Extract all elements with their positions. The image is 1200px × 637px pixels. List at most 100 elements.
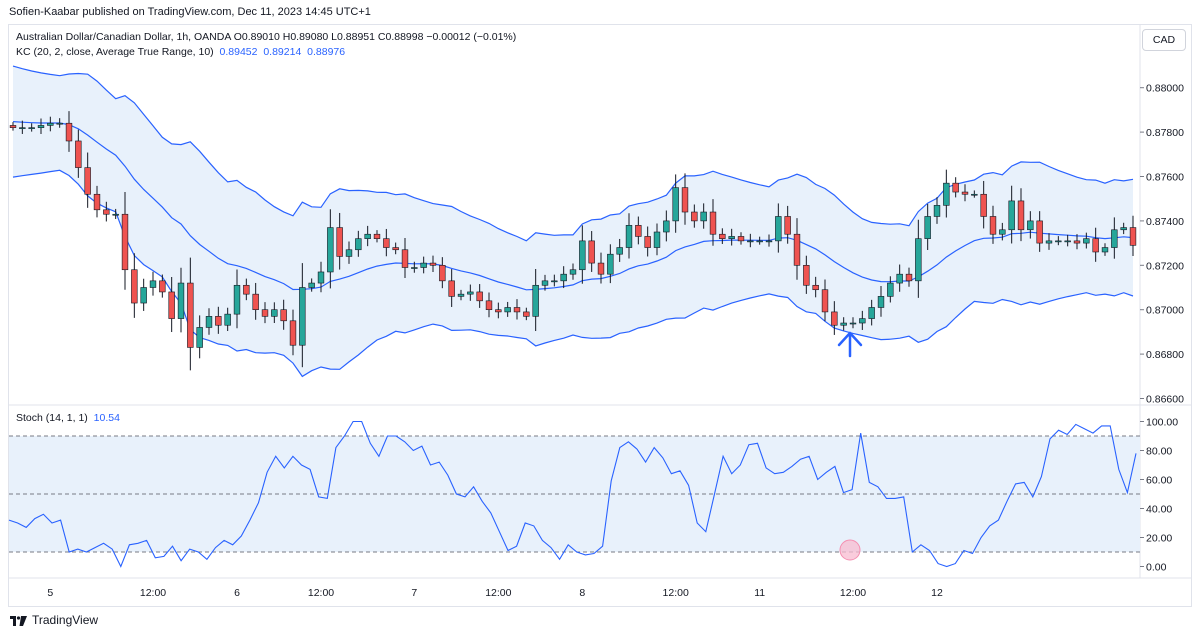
candle [840, 317, 847, 331]
currency-button[interactable]: CAD [1142, 29, 1186, 51]
candle [719, 228, 726, 244]
candle-body [271, 309, 278, 317]
kc-middle-value: 0.89214 [263, 46, 302, 58]
candle-body [355, 238, 362, 251]
candle [336, 212, 343, 270]
candle-body [504, 307, 511, 313]
candle-body [75, 140, 82, 168]
candle [1055, 236, 1062, 246]
candle [887, 276, 894, 303]
candle-body [625, 225, 633, 248]
price-tick-label: 0.87400 [1146, 216, 1184, 228]
price-tick-label: 0.86600 [1146, 394, 1184, 406]
candle [877, 286, 885, 317]
candle [1083, 232, 1090, 249]
candle [765, 234, 773, 247]
candle-body [681, 187, 689, 213]
candle-body [159, 280, 166, 293]
candle [364, 225, 371, 247]
candle-body [989, 216, 997, 235]
candle-body [47, 122, 54, 126]
candle [168, 277, 175, 333]
signal-highlight-circle [839, 539, 861, 561]
candle-body [196, 327, 203, 348]
candle-body [915, 238, 922, 282]
stoch-tick-label: 60.00 [1146, 475, 1172, 487]
candle [821, 279, 829, 322]
candle [569, 263, 577, 280]
candle-body [868, 307, 875, 319]
candle-body [476, 291, 483, 302]
candle-body [187, 282, 194, 348]
tradingview-logo-icon [10, 615, 27, 626]
candle-body [317, 271, 325, 284]
candle [121, 191, 129, 290]
candle-body [812, 284, 819, 291]
candle [579, 225, 586, 284]
candle [672, 174, 679, 233]
candle [112, 208, 119, 220]
candle-body [177, 282, 185, 319]
candle-body [308, 282, 315, 288]
candle [205, 308, 213, 335]
symbol-info-line: Australian Dollar/Canadian Dollar, 1h, O… [16, 31, 517, 43]
candle-body [728, 236, 735, 239]
candle [747, 233, 754, 248]
candle-body [205, 316, 213, 328]
candle [541, 274, 549, 291]
candle [943, 169, 950, 218]
time-tick-label: 8 [579, 587, 585, 599]
candle-body [793, 233, 801, 266]
candle-body [131, 269, 138, 304]
candle-body [140, 287, 147, 304]
price-tick-label: 0.87000 [1146, 305, 1184, 317]
candle [495, 302, 502, 319]
candle-body [887, 282, 894, 297]
candle [980, 180, 987, 229]
time-tick-label: 12 [931, 587, 943, 599]
candle [1027, 211, 1034, 239]
candle-body [859, 318, 866, 324]
candle-body [383, 238, 390, 248]
candle [233, 269, 241, 329]
candle-body [877, 296, 885, 308]
candle [1073, 234, 1081, 250]
candle-body [747, 240, 754, 243]
candle [831, 301, 838, 335]
chart-frame [8, 24, 1192, 607]
candle [355, 230, 362, 257]
candle-body [719, 233, 726, 239]
candle [261, 302, 269, 324]
candle-body [971, 193, 978, 196]
candle-body [523, 311, 530, 317]
candle-body [541, 280, 549, 286]
candle-body [896, 273, 903, 284]
candle [644, 226, 651, 257]
candle [588, 231, 595, 272]
stoch-tick-label: 40.00 [1146, 504, 1172, 516]
candle [635, 216, 642, 245]
stoch-line [8, 420, 1137, 568]
candle [224, 307, 231, 332]
candle [383, 228, 390, 257]
price-tick-label: 0.87200 [1146, 260, 1184, 272]
candle [971, 190, 978, 198]
candle [392, 242, 399, 255]
candle-body [364, 233, 371, 239]
candle-body [495, 309, 502, 313]
candle-body [215, 316, 222, 326]
candle [859, 310, 866, 330]
candle [989, 205, 997, 244]
candle [9, 122, 17, 131]
candle [373, 230, 381, 243]
candle-body [1101, 247, 1109, 253]
candle [924, 203, 931, 250]
candle [93, 185, 101, 218]
price-tick-label: 0.87800 [1146, 127, 1184, 139]
kc-lower-value: 0.88976 [307, 46, 346, 58]
candle [905, 267, 913, 287]
candle [653, 223, 661, 256]
candle-body [821, 289, 829, 313]
candle-body [439, 264, 446, 282]
